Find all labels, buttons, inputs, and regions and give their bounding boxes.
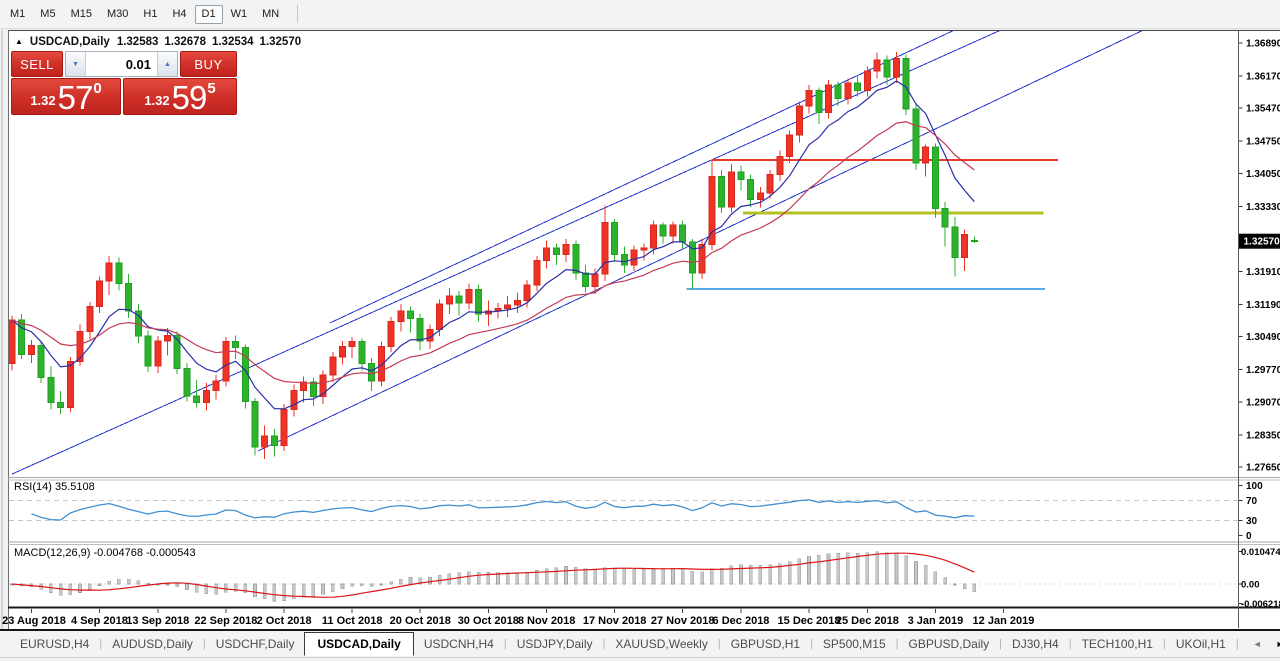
lot-size-value[interactable]: 0.01 bbox=[125, 56, 151, 72]
timeframe-button-M15[interactable]: M15 bbox=[64, 5, 99, 24]
chart-tab-GBPUSD-H1[interactable]: GBPUSD,H1 bbox=[730, 637, 801, 651]
lot-decrease-button[interactable]: ▼ bbox=[66, 52, 86, 76]
chart-tab-DJ30-H4[interactable]: DJ30,H4 bbox=[1012, 637, 1059, 651]
lot-size-stepper: ▼ 0.01 ▲ bbox=[65, 51, 178, 77]
buy-price-sup: 5 bbox=[207, 80, 216, 97]
sell-price-sup: 0 bbox=[93, 80, 102, 97]
tab-separator: | bbox=[717, 638, 721, 650]
chart-tab-TECH100-H1[interactable]: TECH100,H1 bbox=[1081, 637, 1153, 651]
tab-separator: | bbox=[99, 638, 103, 650]
tab-separator: | bbox=[999, 638, 1003, 650]
timeframe-button-D1[interactable]: D1 bbox=[194, 4, 223, 24]
sell-price-big: 57 bbox=[57, 78, 94, 116]
tab-scroll-right-icon[interactable]: ► bbox=[1276, 639, 1280, 649]
chart-tab-USDCAD-Daily[interactable]: USDCAD,Daily bbox=[304, 632, 414, 656]
timeframe-button-M30[interactable]: M30 bbox=[100, 5, 135, 24]
timeframe-button-M1[interactable]: M1 bbox=[3, 5, 32, 24]
low-value: 1.32534 bbox=[211, 36, 254, 48]
open-value: 1.32583 bbox=[116, 36, 159, 48]
timeframe-button-M5[interactable]: M5 bbox=[33, 5, 62, 24]
chart-tab-XAUUSD-Weekly[interactable]: XAUUSD,Weekly bbox=[615, 637, 708, 651]
chart-tab-USDCNH-H4[interactable]: USDCNH,H4 bbox=[423, 637, 494, 651]
tab-separator: | bbox=[895, 638, 899, 650]
buy-price-display[interactable]: 1.32 59 5 bbox=[123, 78, 237, 115]
chart-tab-USDJPY-Daily[interactable]: USDJPY,Daily bbox=[516, 637, 593, 651]
macd-indicator-label: MACD(12,26,9) -0.004768 -0.000543 bbox=[14, 547, 196, 559]
chart-tab-SP500-M15[interactable]: SP500,M15 bbox=[822, 637, 886, 651]
lot-increase-button[interactable]: ▲ bbox=[157, 52, 177, 76]
timeframe-button-H1[interactable]: H1 bbox=[136, 5, 164, 24]
chart-tab-bar: EURUSD,H4 | AUDUSD,Daily | USDCHF,Daily USDCA… bbox=[0, 631, 1280, 658]
tab-scroll-controls: | ◄ ► bbox=[1236, 638, 1280, 650]
high-value: 1.32678 bbox=[164, 36, 206, 48]
chart-tab-GBPUSD-Daily[interactable]: GBPUSD,Daily bbox=[908, 637, 990, 651]
tab-scroll-left-icon[interactable]: ◄ bbox=[1252, 638, 1262, 649]
buy-price-big: 59 bbox=[171, 78, 208, 116]
tab-separator: | bbox=[503, 638, 507, 650]
toolbar-separator bbox=[297, 5, 299, 23]
sell-price-prefix: 1.32 bbox=[30, 93, 56, 108]
tab-separator: | bbox=[810, 638, 813, 650]
chart-tab-UKOil-H1[interactable]: UKOil,H1 bbox=[1175, 637, 1226, 651]
close-value: 1.32570 bbox=[259, 36, 302, 48]
timeframe-toolbar: M1 M5 M15 M30 H1 H4 D1 W1 MN bbox=[0, 0, 1280, 29]
tab-separator: | bbox=[1162, 638, 1166, 650]
timeframe-button-H4[interactable]: H4 bbox=[165, 5, 193, 24]
tab-separator: | bbox=[602, 638, 606, 650]
timeframe-button-MN[interactable]: MN bbox=[255, 5, 286, 24]
tab-separator: | bbox=[1235, 638, 1239, 650]
chart-tab-AUDUSD-Daily[interactable]: AUDUSD,Daily bbox=[112, 637, 193, 651]
sell-price-display[interactable]: 1.32 57 0 bbox=[11, 78, 121, 115]
buy-price-prefix: 1.32 bbox=[144, 93, 170, 108]
rsi-indicator-label: RSI(14) 35.5108 bbox=[14, 481, 95, 493]
tab-separator: | bbox=[202, 638, 206, 650]
sell-button[interactable]: SELL bbox=[11, 51, 63, 77]
chart-window bbox=[8, 30, 1280, 629]
chart-symbol-label: USDCAD,Daily bbox=[29, 36, 110, 48]
chart-tab-EURUSD-H4[interactable]: EURUSD,H4 bbox=[20, 637, 90, 651]
chart-tab-USDCHF-Daily[interactable]: USDCHF,Daily bbox=[215, 637, 295, 651]
ohlc-values: 1.32583 1.32678 1.32534 1.32570 bbox=[117, 36, 301, 48]
one-click-trading-panel: SELL ▼ 0.01 ▲ BUY 1.32 57 0 1.32 59 5 bbox=[11, 51, 237, 115]
buy-button[interactable]: BUY bbox=[180, 51, 237, 77]
chart-title: ▲ USDCAD,Daily 1.32583 1.32678 1.32534 1… bbox=[15, 36, 301, 48]
collapse-panel-icon[interactable]: ▲ bbox=[15, 36, 23, 46]
tab-separator: | bbox=[1068, 638, 1072, 650]
timeframe-button-W1[interactable]: W1 bbox=[224, 5, 255, 24]
